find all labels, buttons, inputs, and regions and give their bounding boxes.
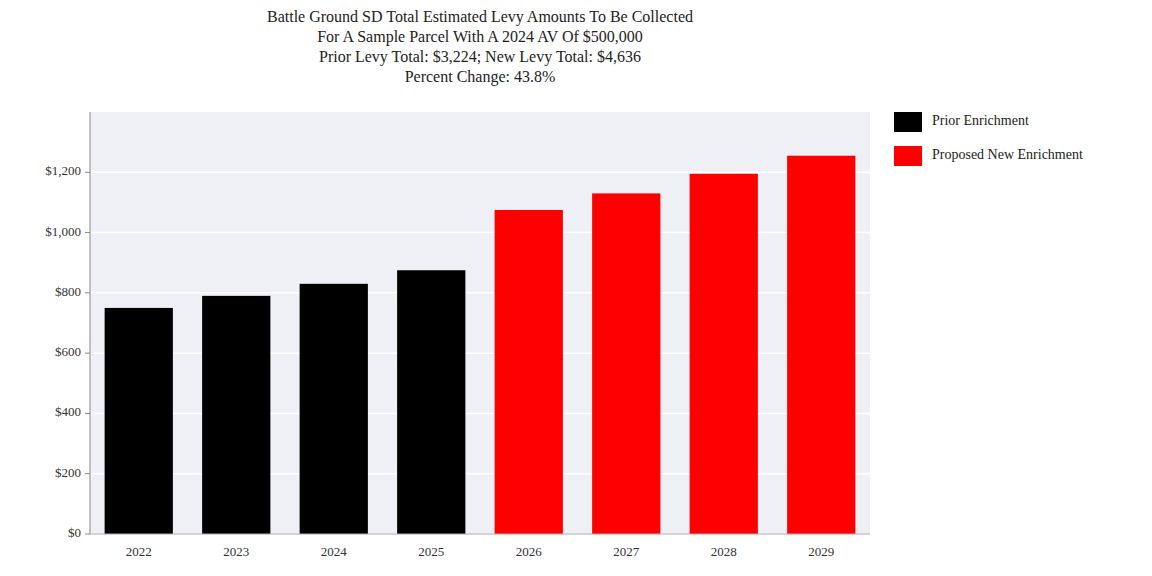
legend: Prior Enrichment Proposed New Enrichment [894,112,1083,166]
x-tick-label: 2023 [223,544,249,559]
x-tick-label: 2024 [321,544,348,559]
chart: Battle Ground SD Total Estimated Levy Am… [0,0,1152,576]
bar [202,296,270,534]
y-tick-label: $1,000 [45,224,81,239]
bar [690,174,758,534]
legend-swatch [894,112,922,132]
bar [495,210,563,534]
y-tick [85,232,90,233]
y-tick [85,413,90,414]
grid-line [90,172,870,174]
title: Battle Ground SD Total Estimated Levy Am… [267,8,693,26]
y-tick [85,353,90,354]
x-tick-label: 2025 [418,544,444,559]
y-tick-label: $600 [55,344,81,359]
y-tick-label: $1,200 [45,163,81,178]
x-tick-label: 2026 [516,544,543,559]
legend-label: Proposed New Enrichment [932,147,1083,162]
x-tick-label: 2022 [126,544,152,559]
bar [397,270,465,534]
y-tick [85,292,90,293]
y-tick [85,172,90,173]
x-tick-label: 2028 [711,544,737,559]
plot-background [90,112,870,534]
title: Percent Change: 43.8% [405,68,556,86]
chart-container: Battle Ground SD Total Estimated Levy Am… [0,0,1152,576]
bar [592,193,660,534]
x-tick-label: 2027 [613,544,640,559]
y-tick [85,473,90,474]
y-tick-label: $200 [55,465,81,480]
legend-swatch [894,146,922,166]
bar [787,156,855,534]
y-tick-label: $0 [68,525,81,540]
bar [300,284,368,534]
y-tick [85,534,90,535]
y-tick-label: $400 [55,404,81,419]
title: Prior Levy Total: $3,224; New Levy Total… [319,48,641,66]
legend-label: Prior Enrichment [932,113,1029,128]
bars [105,156,856,534]
bar [105,308,173,534]
y-tick-label: $800 [55,284,81,299]
x-axis [90,534,870,535]
y-axis [90,112,91,534]
title: For A Sample Parcel With A 2024 AV Of $5… [317,28,643,46]
x-tick-label: 2029 [808,544,834,559]
